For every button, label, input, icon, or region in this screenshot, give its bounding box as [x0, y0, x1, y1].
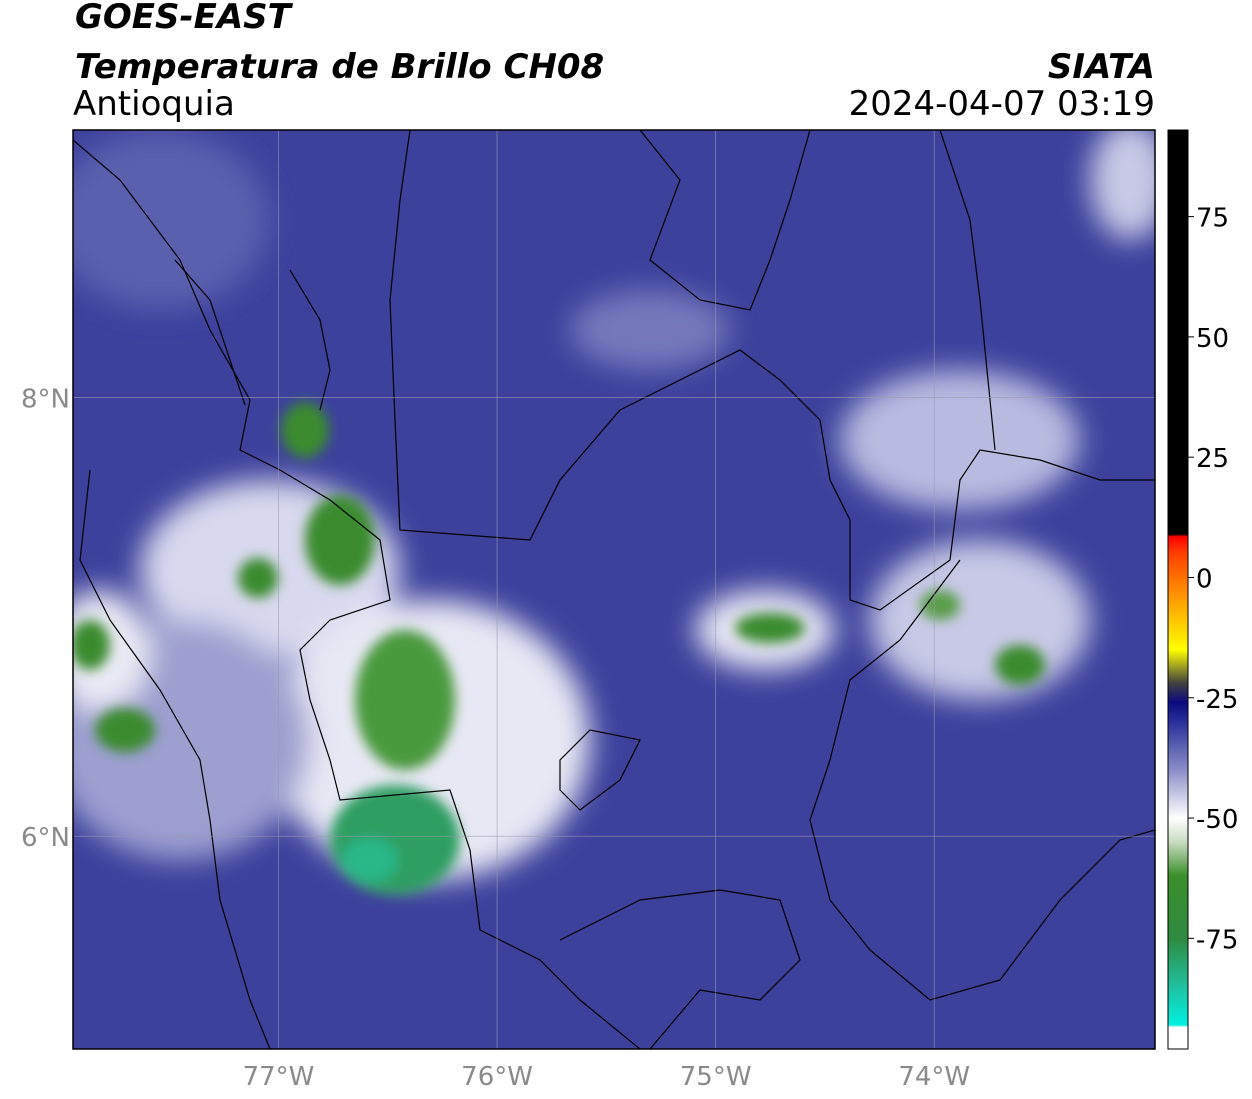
lon-tick-label: 76°W [461, 1062, 533, 1092]
colorbar-tick-label: -50 [1196, 805, 1238, 835]
graticule [73, 130, 1155, 1049]
colorbar-tick-label: 25 [1196, 444, 1229, 474]
colorbar-tick-label: 75 [1196, 204, 1229, 234]
lon-tick-label: 77°W [243, 1062, 315, 1092]
map [73, 130, 1155, 1049]
map-axes: 77°W 76°W 75°W 74°W 8°N 6°N [21, 385, 970, 1092]
subtitle: Temperatura de Brillo CH08 [75, 47, 604, 87]
borders [73, 130, 1155, 1049]
colorbar-tick-label: 0 [1196, 564, 1213, 594]
cold-cloud-tops [73, 402, 1045, 895]
map-frame [72, 129, 1156, 1050]
agency: SIATA [1048, 47, 1155, 87]
colorbar-tick-label: 50 [1196, 324, 1229, 354]
timestamp: 2024-04-07 03:19 [849, 84, 1155, 124]
colorbar-tick-label: -25 [1196, 685, 1238, 715]
colorbar-tick-label: -75 [1196, 925, 1238, 955]
colorbar-scale [1167, 129, 1189, 1050]
colorbar: 75 50 25 0 -25 -50 -75 [1167, 129, 1238, 1050]
title: GOES-EAST [75, 0, 294, 37]
lat-tick-label: 6°N [21, 823, 70, 853]
lon-tick-label: 75°W [680, 1062, 752, 1092]
lon-tick-label: 74°W [898, 1062, 970, 1092]
region: Antioquia [73, 84, 235, 124]
lat-tick-label: 8°N [21, 385, 70, 415]
